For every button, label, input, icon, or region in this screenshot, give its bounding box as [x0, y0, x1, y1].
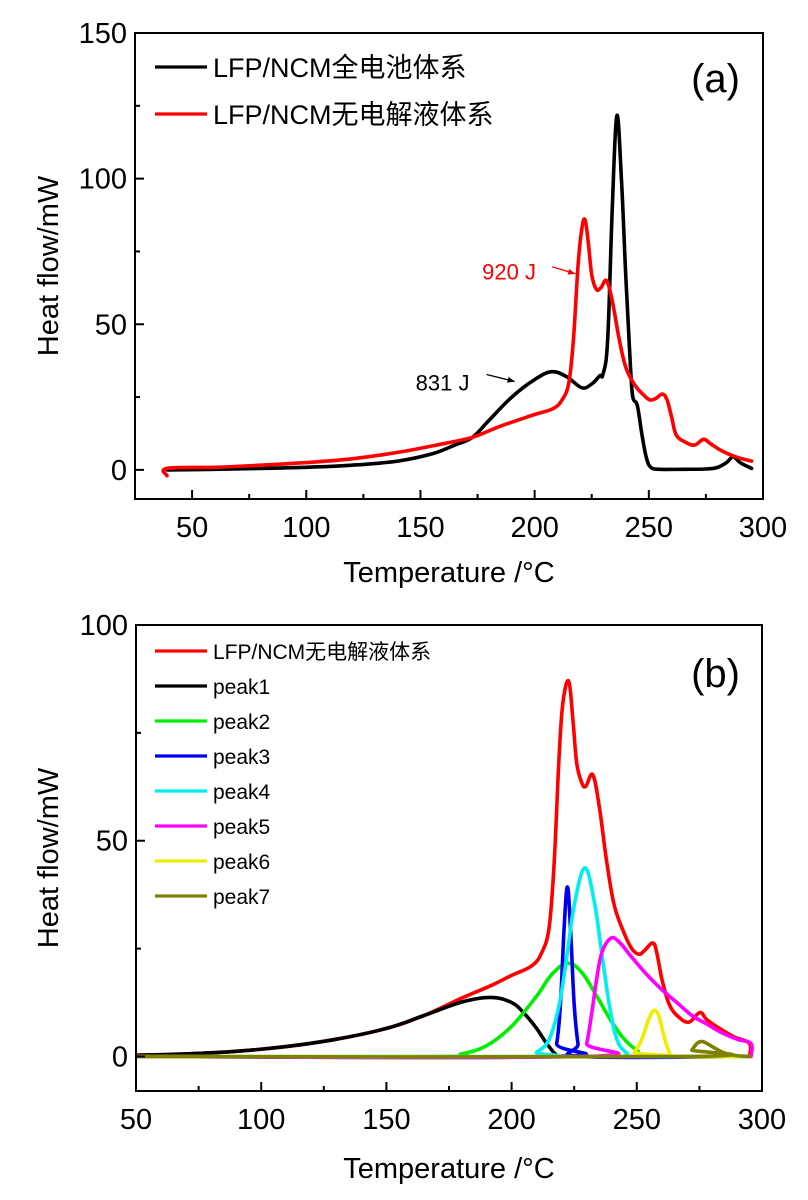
y-tick-label: 50 — [96, 826, 128, 858]
legend-item: LFP/NCM无电解液体系 — [155, 100, 494, 130]
x-tick-label: 50 — [176, 512, 208, 544]
panel-b-x-axis-title: Temperature /°C — [343, 1153, 554, 1185]
x-tick-label: 50 — [120, 1104, 152, 1136]
x-tick-label: 150 — [396, 512, 444, 544]
annotation-arrowhead — [567, 268, 576, 275]
legend-item: peak7 — [155, 886, 270, 909]
annotation-arrowhead — [507, 376, 515, 383]
legend-item: LFP/NCM全电池体系 — [155, 53, 467, 83]
legend-label: peak1 — [213, 676, 270, 699]
legend-label: LFP/NCM全电池体系 — [213, 53, 467, 83]
legend-item: peak3 — [155, 746, 270, 769]
legend-label: peak7 — [213, 886, 270, 909]
series-line-peak7-b-7 — [136, 1039, 752, 1059]
panel-a-frame — [134, 32, 764, 500]
x-tick-label: 200 — [510, 512, 558, 544]
annotation: 831 J — [416, 371, 515, 396]
series-line-lfp-ncm--a-0 — [165, 113, 754, 472]
annotation-label: 831 J — [416, 371, 470, 396]
panel-b-y-axis-title: Heat flow/mW — [33, 767, 65, 948]
y-tick-label: 0 — [111, 455, 127, 487]
y-tick-label: 50 — [95, 309, 127, 341]
x-tick-label: 300 — [738, 1104, 786, 1136]
panel-a-legend: LFP/NCM全电池体系 LFP/NCM无电解液体系 — [155, 53, 494, 130]
panel-a-y-axis-title: Heat flow/mW — [33, 175, 65, 356]
y-tick-label: 100 — [80, 610, 128, 642]
legend-item: peak2 — [155, 711, 270, 734]
panel-a-x-axis-title: Temperature /°C — [343, 557, 554, 589]
panel-a-series — [161, 113, 754, 478]
legend-label: LFP/NCM无电解液体系 — [213, 100, 494, 130]
legend-label: peak4 — [213, 781, 271, 804]
legend-item: peak5 — [155, 816, 270, 839]
legend-label: peak3 — [213, 746, 270, 769]
annotation-label: 920 J — [482, 260, 536, 285]
x-tick-label: 100 — [237, 1104, 285, 1136]
panel-a-label: (a) — [691, 57, 740, 101]
legend-item: peak4 — [155, 781, 271, 804]
panel-b-legend: LFP/NCM无电解液体系 peak1 peak2 peak3 peak4 peak5 pe… — [155, 641, 431, 909]
panel-b-label: (b) — [691, 652, 740, 696]
x-tick-label: 150 — [362, 1104, 410, 1136]
panel-b-series — [136, 678, 754, 1060]
series-line-peak3-b-3 — [136, 885, 752, 1060]
series-line-lfp-ncm--b-0 — [136, 678, 753, 1059]
y-tick-label: 100 — [79, 164, 127, 196]
x-tick-label: 250 — [625, 512, 673, 544]
legend-item: LFP/NCM无电解液体系 — [155, 641, 431, 664]
series-line-peak5-b-5 — [136, 935, 754, 1060]
panel-a-annotations: 920 J 831 J — [416, 260, 576, 396]
y-tick-label: 150 — [79, 18, 127, 50]
legend-label: LFP/NCM无电解液体系 — [213, 641, 431, 664]
panel-b-ticks: 50 100 150 200 250 300 0 50 100 — [80, 610, 787, 1136]
panel-a: 50 100 150 200 250 300 0 50 100 150 Temperature /… — [33, 18, 787, 589]
x-tick-label: 100 — [282, 512, 330, 544]
annotation: 920 J — [482, 260, 576, 285]
legend-item: peak1 — [155, 676, 270, 699]
legend-label: peak5 — [213, 816, 270, 839]
legend-label: peak6 — [213, 851, 270, 874]
y-tick-label: 0 — [112, 1041, 128, 1073]
x-tick-label: 250 — [613, 1104, 661, 1136]
x-tick-label: 200 — [487, 1104, 535, 1136]
legend-item: peak6 — [155, 851, 270, 874]
x-tick-label: 300 — [739, 512, 787, 544]
series-line-peak6-b-6 — [136, 1008, 752, 1059]
series-line-lfp-ncm--a-1 — [161, 217, 754, 478]
legend-label: peak2 — [213, 711, 270, 734]
panel-a-ticks: 50 100 150 200 250 300 0 50 100 150 — [79, 18, 788, 544]
